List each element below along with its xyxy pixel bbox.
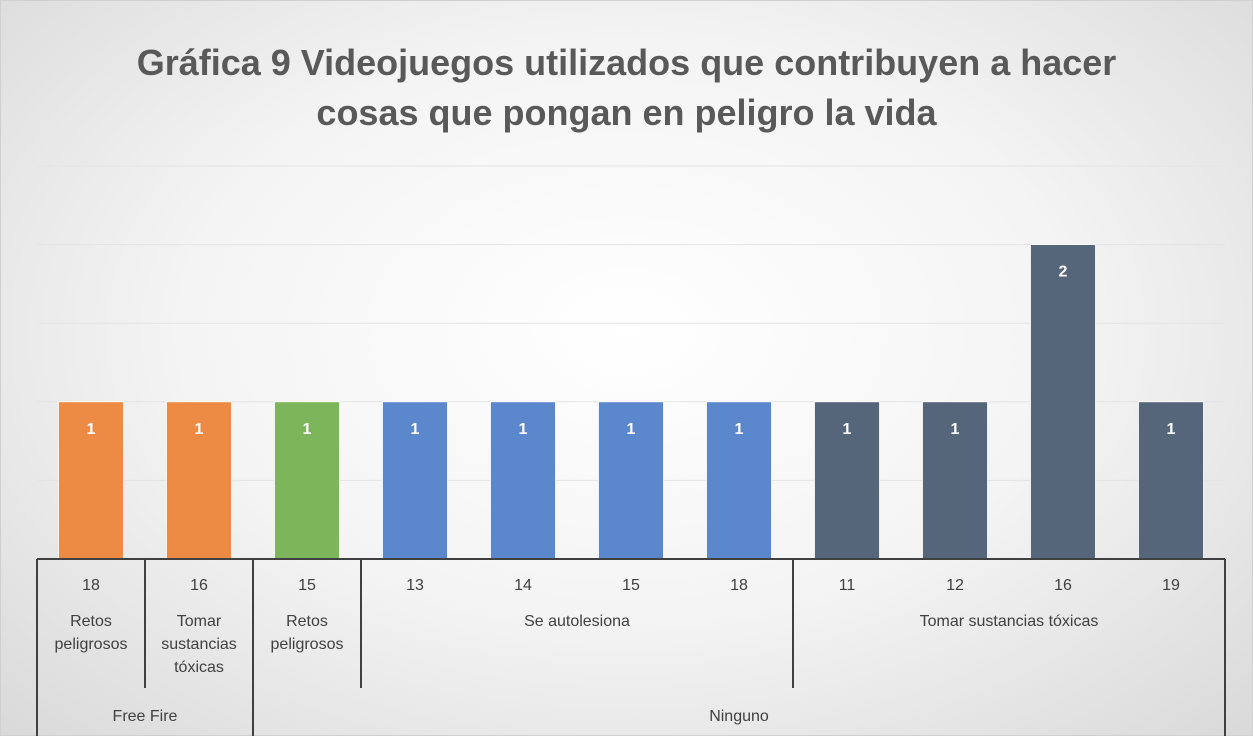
group-label: Retos peligrosos — [270, 613, 344, 653]
bar — [922, 401, 988, 560]
bar — [1138, 401, 1204, 560]
x-tick-label: 15 — [298, 577, 316, 594]
bar — [274, 401, 340, 560]
group-label: Se autolesiona — [524, 613, 630, 630]
x-tick-label: 18 — [730, 577, 748, 594]
supergroup-label: Free Fire — [112, 708, 178, 725]
bar — [598, 401, 664, 560]
data-label: 1 — [303, 421, 312, 438]
data-label: 2 — [1059, 264, 1068, 281]
bar — [706, 401, 772, 560]
x-tick-label: 18 — [82, 577, 100, 594]
x-tick-label: 16 — [1054, 577, 1072, 594]
bar — [814, 401, 880, 560]
data-label: 1 — [951, 421, 960, 438]
x-tick-label: 11 — [838, 577, 856, 594]
data-label: 1 — [627, 421, 636, 438]
data-label: 1 — [87, 421, 96, 438]
x-tick-label: 13 — [406, 577, 424, 594]
data-label: 1 — [1167, 421, 1176, 438]
x-tick-label: 15 — [622, 577, 640, 594]
bar — [1030, 244, 1096, 560]
group-label: Retos peligrosos — [54, 613, 128, 653]
data-label: 1 — [411, 421, 420, 438]
bar — [166, 401, 232, 560]
x-tick-label: 19 — [1162, 577, 1180, 594]
data-label: 1 — [735, 421, 744, 438]
x-tick-label: 14 — [514, 577, 532, 594]
bar — [382, 401, 448, 560]
data-label: 1 — [843, 421, 852, 438]
bar — [58, 401, 124, 560]
x-tick-label: 16 — [190, 577, 208, 594]
data-label: 1 — [195, 421, 204, 438]
supergroup-label: Ninguno — [709, 708, 769, 725]
x-tick-label: 12 — [946, 577, 964, 594]
group-label: Tomar sustancias tóxicas — [161, 613, 237, 676]
data-label: 1 — [519, 421, 528, 438]
group-label: Tomar sustancias tóxicas — [919, 613, 1099, 630]
chart-title: Gráfica 9 Videojuegos utilizados que con… — [136, 42, 1117, 133]
